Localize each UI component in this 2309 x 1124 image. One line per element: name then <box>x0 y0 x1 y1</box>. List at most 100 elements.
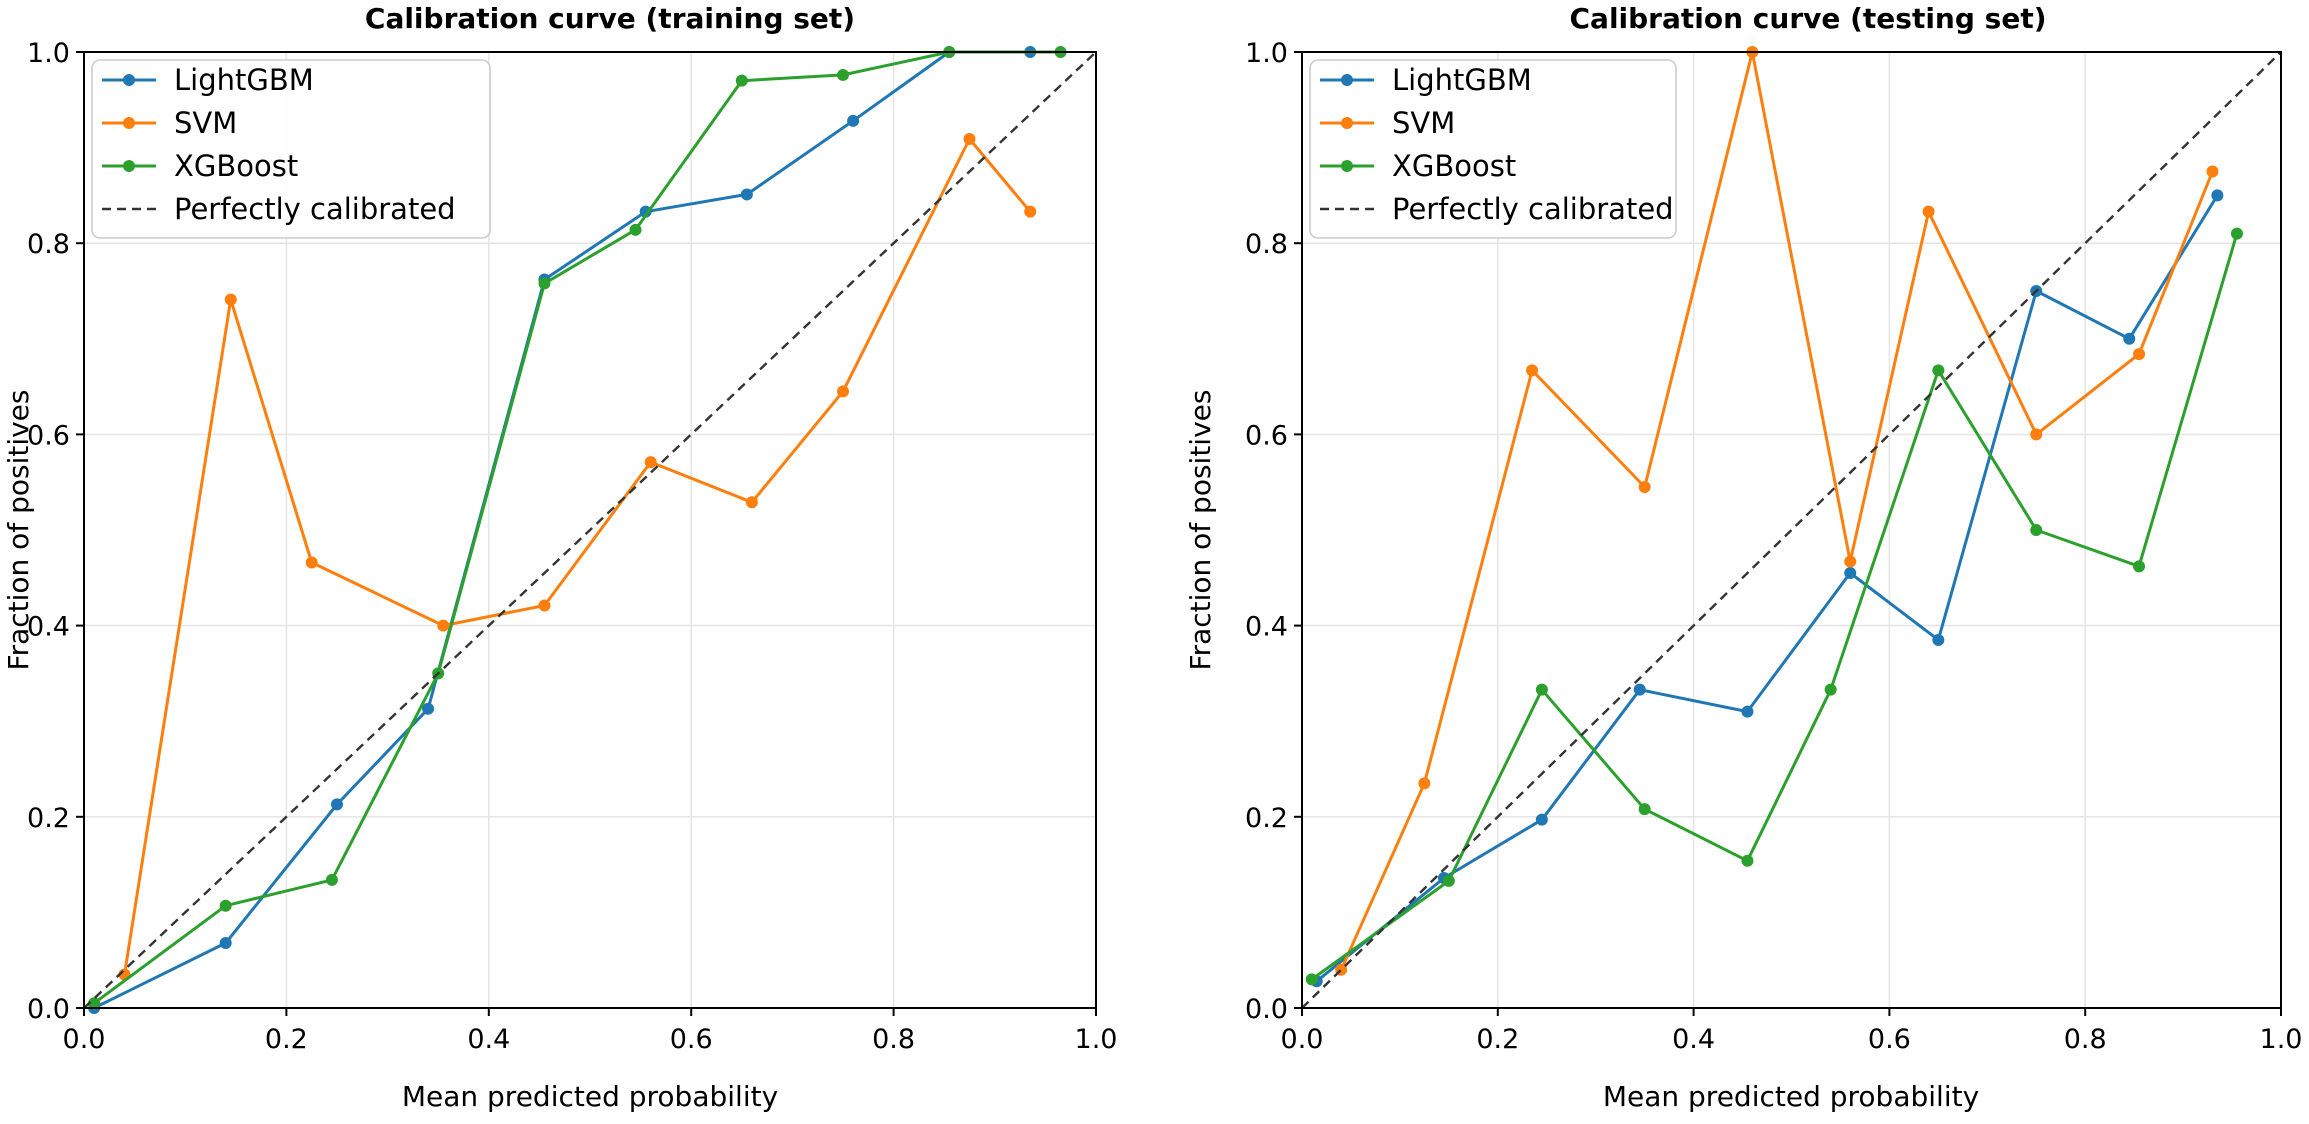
data-point <box>745 496 758 509</box>
legend-label: SVM <box>1392 106 1455 140</box>
legend-item-svm: SVM <box>102 106 237 140</box>
data-point <box>837 385 849 398</box>
data-point <box>740 188 753 201</box>
x-tick-label: 0.4 <box>467 1024 510 1055</box>
chart-panel-testing: Calibration curve (testing set) 0.0 0.2 0.… <box>1184 2 2302 1113</box>
legend-item-lightgbm: LightGBM <box>1320 63 1532 97</box>
axis-ticks: 0.0 0.2 0.4 0.6 0.8 1.0 0.0 0.2 0.4 0.6 0.8 1.0 <box>27 38 1117 1055</box>
series-line-lightgbm <box>1315 194 2219 983</box>
data-point <box>219 899 232 912</box>
y-tick-label: 1.0 <box>1245 38 1288 69</box>
legend-box <box>91 59 491 239</box>
series-line-xgboost <box>1310 233 2239 981</box>
legend-label: LightGBM <box>174 63 314 97</box>
data-point <box>1418 777 1431 790</box>
legend-marker <box>123 160 135 172</box>
legend-label: SVM <box>174 106 237 140</box>
legend-label: LightGBM <box>1392 63 1532 97</box>
data-point <box>224 293 237 306</box>
data-point <box>1922 205 1935 218</box>
data-point <box>1024 205 1037 218</box>
data-point <box>219 936 232 949</box>
y-tick-label: 0.6 <box>27 420 70 451</box>
series-xgboost <box>1305 227 2243 986</box>
x-tick-label: 0.6 <box>670 1024 713 1055</box>
legend-item-lightgbm: LightGBM <box>102 63 314 97</box>
data-point <box>963 132 976 145</box>
x-axis-label: Mean predicted probability <box>1603 1080 1979 1113</box>
legend-marker <box>1341 74 1353 86</box>
data-point <box>1824 683 1837 696</box>
data-point <box>538 599 551 612</box>
data-point <box>1932 364 1945 377</box>
legend-item-xgboost: XGBoost <box>102 149 298 183</box>
series-layer <box>83 46 1097 1014</box>
y-tick-label: 0.4 <box>27 612 70 643</box>
y-tick-label: 0.0 <box>27 994 70 1025</box>
series-layer <box>1301 46 2282 1009</box>
axis-ticks: 0.0 0.2 0.4 0.6 0.8 1.0 0.0 0.2 0.4 0.6 0.8 1.0 <box>1245 38 2302 1055</box>
chart-title: Calibration curve (training set) <box>365 2 855 35</box>
series-line-lightgbm <box>93 50 1031 1010</box>
legend-item-svm: SVM <box>1320 106 1455 140</box>
data-point <box>1305 973 1318 986</box>
data-point <box>325 873 338 886</box>
series-lightgbm <box>1310 189 2224 988</box>
legend-label: XGBoost <box>174 149 298 183</box>
x-tick-label: 0.6 <box>1868 1024 1911 1055</box>
series-line-svm <box>123 137 1032 975</box>
y-tick-label: 0.6 <box>1245 420 1288 451</box>
series-line-xgboost <box>93 50 1061 1005</box>
x-tick-label: 0.2 <box>1476 1024 1519 1055</box>
data-point <box>1932 633 1945 646</box>
data-point <box>437 619 450 632</box>
series-svm <box>118 132 1037 981</box>
legend-label: XGBoost <box>1392 149 1516 183</box>
data-point <box>1638 480 1651 493</box>
legend-marker <box>123 74 135 86</box>
plot-frame <box>83 51 1097 1009</box>
y-axis-label: Fraction of positives <box>2 390 35 671</box>
data-point <box>88 997 101 1010</box>
x-tick-label: 0.8 <box>872 1024 915 1055</box>
data-point <box>1526 364 1539 377</box>
data-point <box>1844 555 1857 568</box>
data-point <box>1741 854 1754 867</box>
series-perfectly-calibrated <box>83 51 1097 1009</box>
data-point <box>1638 803 1651 816</box>
y-axis-label: Fraction of positives <box>1184 390 1217 671</box>
legend-item-perfectly-calibrated: Perfectly calibrated <box>1320 192 1674 226</box>
data-point <box>837 68 849 81</box>
data-point <box>538 277 551 290</box>
legend: LightGBM SVM XGBoost Perfectly calibrated <box>91 59 491 239</box>
y-tick-label: 0.0 <box>1245 994 1288 1025</box>
chart-title: Calibration curve (testing set) <box>1570 2 2047 35</box>
y-tick-label: 0.2 <box>27 803 70 834</box>
y-tick-label: 1.0 <box>27 38 70 69</box>
data-point <box>644 456 657 469</box>
x-tick-label: 1.0 <box>2260 1024 2303 1055</box>
x-tick-label: 0.8 <box>2064 1024 2107 1055</box>
data-point <box>1442 874 1455 887</box>
legend-marker <box>1341 117 1353 129</box>
data-point <box>847 114 860 127</box>
series-xgboost <box>88 46 1067 1010</box>
data-point <box>2133 560 2146 573</box>
legend-item-perfectly-calibrated: Perfectly calibrated <box>102 192 456 226</box>
y-tick-label: 0.8 <box>1245 229 1288 260</box>
x-tick-label: 0.0 <box>1281 1024 1324 1055</box>
data-point <box>1844 567 1857 580</box>
y-tick-label: 0.2 <box>1245 803 1288 834</box>
plot-frame <box>1301 51 2282 1009</box>
data-point <box>629 223 642 236</box>
legend-box <box>1309 59 1677 239</box>
series-perfectly-calibrated <box>1301 51 2282 1009</box>
data-point <box>2133 348 2146 361</box>
legend-label: Perfectly calibrated <box>1392 192 1674 226</box>
data-point <box>2211 189 2224 202</box>
data-point <box>1535 813 1548 826</box>
series-line-perfectly-calibrated <box>83 51 1097 1009</box>
y-tick-label: 0.4 <box>1245 612 1288 643</box>
y-tick-label: 0.8 <box>27 229 70 260</box>
x-axis-label: Mean predicted probability <box>402 1080 778 1113</box>
